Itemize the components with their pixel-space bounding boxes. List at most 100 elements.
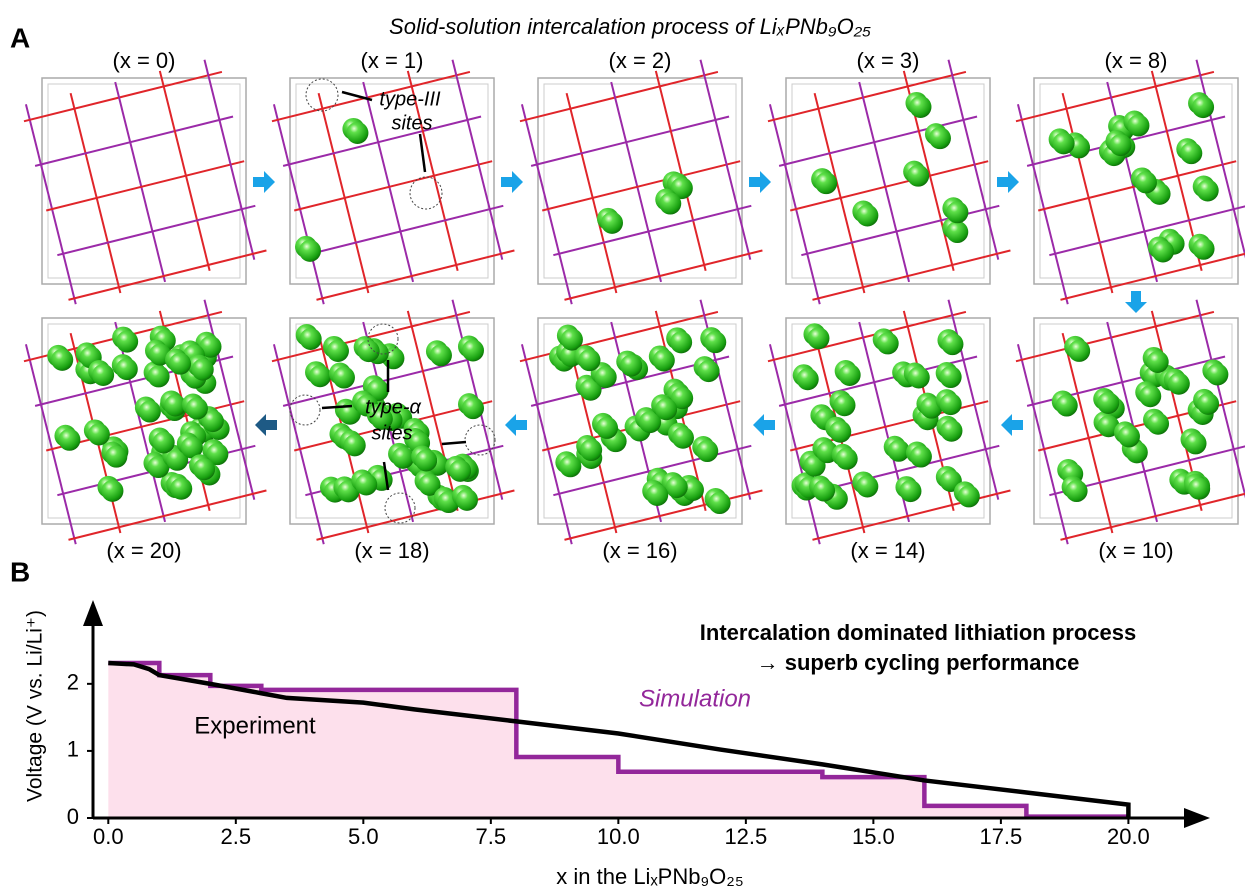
li-atom xyxy=(696,440,718,462)
li-atom xyxy=(1180,142,1202,164)
lattice-line xyxy=(101,264,180,580)
frame-label: (x = 16) xyxy=(602,538,677,563)
li-atom xyxy=(580,439,602,461)
lattice-line xyxy=(438,2,517,318)
frame-label: (x = 1) xyxy=(361,48,424,73)
lattice xyxy=(0,115,364,673)
lattice-line xyxy=(33,565,347,643)
li-atom xyxy=(1197,180,1219,202)
lattice-line xyxy=(11,46,90,362)
panel-title: Solid-solution intercalation process of … xyxy=(389,14,871,39)
li-atom xyxy=(807,327,829,349)
li-atom xyxy=(907,165,929,187)
site-label: sites xyxy=(371,422,412,444)
process-arrow xyxy=(1125,291,1147,313)
li-atom xyxy=(1206,364,1228,386)
site-pointer xyxy=(442,442,466,444)
li-atom xyxy=(1188,478,1210,500)
site-label: type-α xyxy=(365,396,421,418)
lattice-line xyxy=(0,119,236,197)
lattice-line xyxy=(699,253,1013,331)
lattice-line xyxy=(947,13,1245,91)
frame-label: (x = 0) xyxy=(113,48,176,73)
lattice-line xyxy=(247,191,561,269)
li-atom xyxy=(170,478,192,500)
axis-arrow xyxy=(1184,808,1210,828)
lattice-line xyxy=(1003,46,1082,362)
li-atom xyxy=(940,393,962,415)
lattice-line xyxy=(991,431,1245,509)
frame-label: (x = 20) xyxy=(106,538,181,563)
x-tick-label: 12.5 xyxy=(724,824,767,849)
li-atom xyxy=(829,421,851,443)
lattice-line xyxy=(281,565,595,643)
li-atom xyxy=(193,458,215,480)
li-atom xyxy=(910,446,932,468)
li-atom xyxy=(139,401,161,423)
li-atom xyxy=(655,398,677,420)
li-atom xyxy=(595,366,617,388)
lattice-line xyxy=(180,0,494,2)
x-tick-label: 2.5 xyxy=(221,824,252,849)
frame-label: (x = 14) xyxy=(850,538,925,563)
lattice-line xyxy=(936,0,1245,47)
site-label: type-III xyxy=(379,88,441,110)
lattice-line xyxy=(711,57,790,373)
x-tick-label: 5.0 xyxy=(348,824,379,849)
process-arrow xyxy=(505,414,527,436)
lattice-line xyxy=(1003,286,1082,602)
lattice-line xyxy=(721,342,1035,420)
lattice-line xyxy=(754,236,1068,314)
li-atom xyxy=(709,492,731,514)
lattice-line xyxy=(0,68,1,384)
lattice-line xyxy=(686,2,765,318)
lattice-line xyxy=(959,297,1038,613)
li-atom xyxy=(941,333,963,355)
lattice-line xyxy=(1013,281,1245,359)
li-atom xyxy=(839,364,861,386)
legend-label: Simulation xyxy=(639,685,751,712)
li-atom xyxy=(698,360,720,382)
li-atom xyxy=(192,359,214,381)
x-tick-label: 0.0 xyxy=(93,824,124,849)
y-tick-label: 0 xyxy=(67,804,79,829)
lattice-line xyxy=(1227,0,1245,307)
li-atom xyxy=(877,332,899,354)
x-tick-label: 10.0 xyxy=(597,824,640,849)
lattice-line xyxy=(463,57,542,373)
site-label: sites xyxy=(391,112,432,134)
li-atom xyxy=(1139,385,1161,407)
lattice-line xyxy=(0,163,247,241)
li-atom xyxy=(355,474,377,496)
lattice-line xyxy=(959,57,1038,373)
figure: A Solid-solution intercalation process o… xyxy=(0,0,1245,895)
structure-frame xyxy=(799,115,1245,673)
li-atom xyxy=(672,427,694,449)
li-atom xyxy=(601,212,623,234)
li-atom xyxy=(153,431,175,453)
lattice-line xyxy=(676,0,990,2)
li-atom xyxy=(815,172,837,194)
li-atom xyxy=(1147,413,1169,435)
frame-label: (x = 18) xyxy=(354,538,429,563)
lattice-line xyxy=(0,0,247,2)
lattice-line xyxy=(0,0,258,47)
process-arrow xyxy=(997,171,1019,193)
li-atom xyxy=(620,355,642,377)
lattice-line xyxy=(0,102,291,180)
lattice-line xyxy=(495,191,809,269)
li-atom xyxy=(1097,392,1119,414)
lattice-line xyxy=(0,57,46,373)
lattice-line xyxy=(934,2,1013,318)
li-atom xyxy=(333,367,355,389)
y-tick-label: 2 xyxy=(67,670,79,695)
lattice-line xyxy=(473,102,787,180)
li-atom xyxy=(704,331,726,353)
li-atom xyxy=(1118,425,1140,447)
lattice-line xyxy=(203,253,517,331)
lattice-line xyxy=(428,0,742,2)
structure-frame xyxy=(0,115,364,673)
li-atom xyxy=(1152,240,1174,262)
lattice xyxy=(551,115,1109,673)
li-atom xyxy=(101,480,123,502)
